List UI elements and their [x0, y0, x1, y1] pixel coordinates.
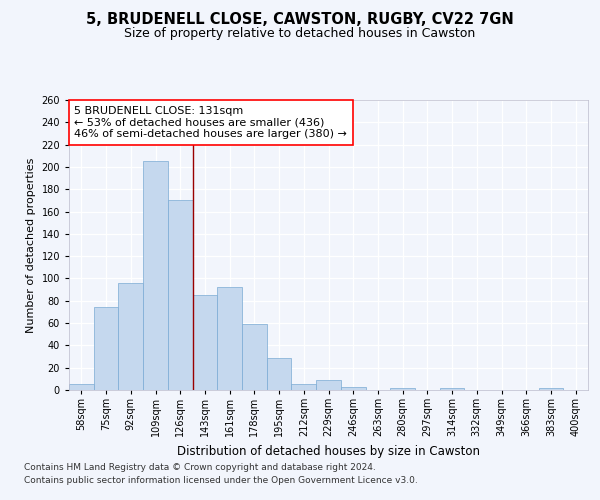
- Bar: [143, 162, 168, 390]
- Bar: [390, 388, 415, 390]
- Bar: [267, 358, 292, 390]
- Bar: [316, 380, 341, 390]
- Bar: [292, 384, 316, 390]
- Bar: [242, 324, 267, 390]
- Bar: [217, 288, 242, 390]
- Bar: [69, 384, 94, 390]
- Text: Contains public sector information licensed under the Open Government Licence v3: Contains public sector information licen…: [24, 476, 418, 485]
- Text: 5 BRUDENELL CLOSE: 131sqm
← 53% of detached houses are smaller (436)
46% of semi: 5 BRUDENELL CLOSE: 131sqm ← 53% of detac…: [74, 106, 347, 139]
- Bar: [539, 388, 563, 390]
- X-axis label: Distribution of detached houses by size in Cawston: Distribution of detached houses by size …: [177, 444, 480, 458]
- Text: Contains HM Land Registry data © Crown copyright and database right 2024.: Contains HM Land Registry data © Crown c…: [24, 464, 376, 472]
- Bar: [440, 388, 464, 390]
- Bar: [94, 308, 118, 390]
- Bar: [118, 283, 143, 390]
- Text: Size of property relative to detached houses in Cawston: Size of property relative to detached ho…: [124, 28, 476, 40]
- Text: 5, BRUDENELL CLOSE, CAWSTON, RUGBY, CV22 7GN: 5, BRUDENELL CLOSE, CAWSTON, RUGBY, CV22…: [86, 12, 514, 28]
- Bar: [193, 295, 217, 390]
- Bar: [341, 386, 365, 390]
- Y-axis label: Number of detached properties: Number of detached properties: [26, 158, 36, 332]
- Bar: [168, 200, 193, 390]
